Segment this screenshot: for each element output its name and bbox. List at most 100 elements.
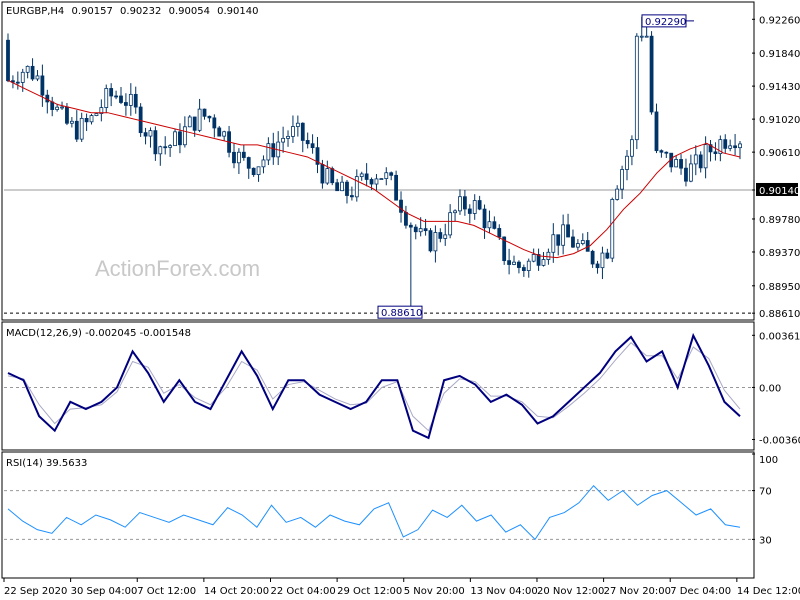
candle-body (693, 154, 698, 165)
candle-body (133, 93, 138, 108)
candle-body (300, 122, 305, 141)
macd-axis: 0.003616 0.00 -0.003609 (752, 331, 800, 446)
candle-body (79, 118, 84, 140)
macd-panel-frame (1, 321, 755, 451)
candle-body (359, 173, 364, 178)
current-price-box (756, 182, 798, 196)
price-tick-label: 0.91840 (759, 49, 800, 60)
candle-body (55, 106, 60, 110)
x-tick-label: 27 Nov 20:00 (604, 586, 671, 597)
candle-body (173, 131, 177, 147)
candle-body (502, 236, 507, 262)
candle-body (384, 172, 389, 180)
candle-body (698, 154, 703, 169)
price-axis: 0.92260 0.91840 0.91430 0.91020 0.90610 0.901… (752, 15, 800, 320)
candle-body (364, 173, 369, 180)
price-annotations: 0.92290 0.88610 (377, 14, 694, 319)
candle-body (217, 127, 222, 137)
price-tick-label: 0.91430 (759, 82, 800, 93)
candle-body (433, 232, 438, 252)
current-price-label: 0.90140 (759, 186, 800, 197)
candle-body (472, 200, 477, 214)
x-tick-label: 30 Sep 04:00 (71, 586, 138, 597)
moving-average-line (7, 80, 741, 259)
candle-body (25, 65, 30, 73)
candle-body (453, 210, 457, 214)
ohlc-close: 0.90140 (217, 6, 258, 17)
symbol-label: EURGBP,H4 0.90157 0.90232 0.90054 0.9014… (6, 6, 258, 17)
x-tick-label: 14 Oct 20:00 (204, 586, 269, 597)
candle-body (644, 35, 649, 38)
candle-body (620, 169, 624, 190)
candle-body (482, 208, 487, 229)
candle-body (556, 234, 561, 246)
candle-body (256, 166, 261, 176)
candle-body (143, 132, 148, 137)
candle-body (374, 178, 379, 185)
candle-body (30, 65, 35, 80)
candle-body (610, 199, 615, 259)
candle-body (512, 261, 516, 265)
price-tick-label: 0.90610 (759, 148, 800, 159)
candle-body (467, 208, 472, 214)
price-tick-label: 0.91020 (759, 115, 800, 126)
candle-body (207, 115, 212, 119)
candle-body (89, 115, 94, 123)
candle-body (74, 120, 79, 140)
candle-body (492, 221, 497, 229)
candle-body (168, 145, 173, 148)
candle-body (192, 116, 197, 131)
candle-body (541, 259, 546, 266)
candle-body (688, 163, 693, 182)
price-annotation-label: 0.88610 (381, 308, 422, 319)
candle-body (674, 159, 679, 168)
candle-body (69, 120, 74, 124)
candle-body (477, 200, 482, 210)
candle-body (566, 224, 570, 238)
candle-body (404, 211, 408, 226)
candle-body (517, 261, 521, 268)
price-tick-label: 0.92260 (759, 15, 800, 26)
ohlc-low: 0.90054 (169, 6, 210, 17)
candle-body (84, 118, 89, 123)
candle-body (15, 81, 20, 84)
candle-body (158, 146, 163, 155)
x-axis: 22 Sep 2020 30 Sep 04:00 7 Oct 12:00 14 Oct… (3, 578, 800, 597)
candle-body (104, 88, 109, 108)
candle-body (394, 174, 399, 201)
x-tick-label: 5 Nov 20:00 (404, 586, 465, 597)
macd-tick-label: -0.003609 (759, 435, 800, 446)
candle-body (124, 102, 128, 106)
candle-body (595, 263, 600, 269)
rsi-line (7, 484, 741, 541)
candle-body (679, 159, 683, 169)
candle-body (60, 106, 64, 109)
candle-body (448, 212, 453, 236)
candle-body (197, 108, 202, 131)
macd-label: MACD(12,26,9) -0.002045 -0.001548 (6, 328, 191, 339)
candle-body (20, 71, 25, 83)
candle-body (526, 260, 531, 271)
candle-body (659, 150, 664, 153)
rsi-axis: 100 70 30 (752, 453, 778, 546)
candle-body (6, 39, 10, 82)
candle-body (99, 107, 104, 114)
candle-body (546, 251, 551, 260)
candle-body (11, 80, 15, 83)
candle-body (389, 172, 394, 176)
candle-body (50, 101, 55, 110)
candle-body (261, 159, 266, 168)
candle-body (497, 228, 502, 238)
candle-body (590, 250, 595, 265)
candle-body (708, 144, 713, 153)
candle-body (625, 155, 629, 170)
candle-body (561, 224, 566, 246)
candle-body (109, 88, 114, 97)
candle-body (536, 254, 541, 266)
x-tick-label: 13 Nov 04:00 (470, 586, 537, 597)
macd-main-line (7, 332, 741, 440)
candle-body (281, 137, 286, 143)
rsi-label: RSI(14) 39.5633 (6, 458, 87, 469)
candle-body (40, 75, 45, 96)
candle-body (684, 167, 688, 182)
